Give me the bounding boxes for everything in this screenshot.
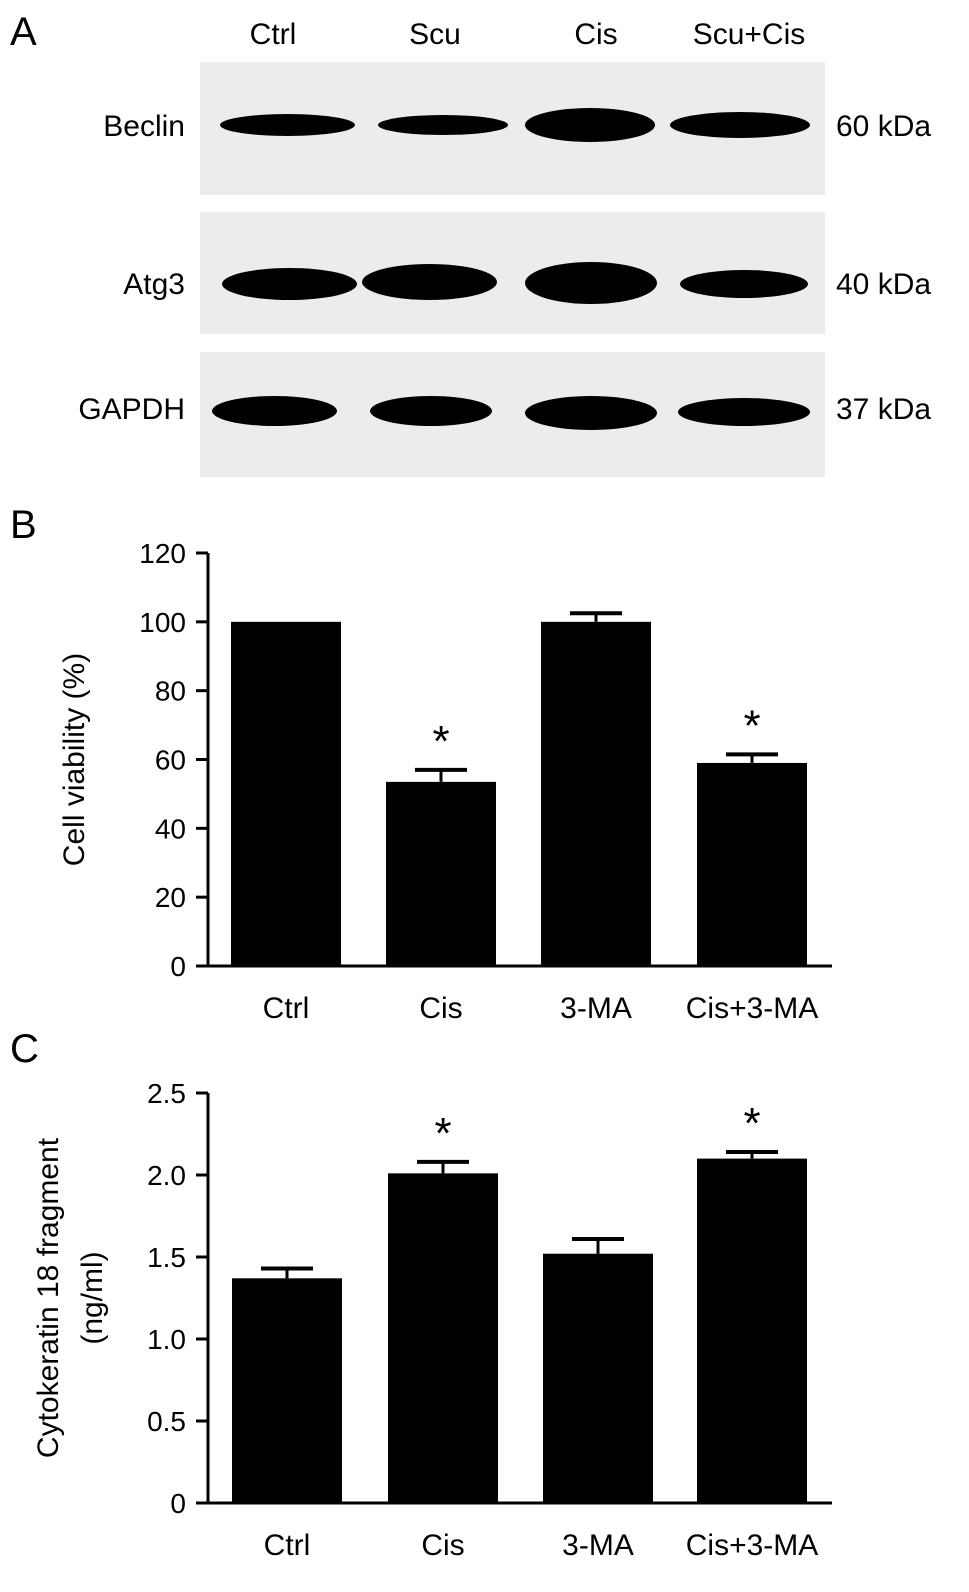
y-tick-label: 100 <box>139 607 186 638</box>
blot-band <box>670 112 810 138</box>
bar <box>231 621 341 966</box>
size-label: 40 kDa <box>836 268 932 301</box>
bar <box>541 621 651 966</box>
y-tick-label: 0 <box>170 1488 186 1519</box>
blot-band <box>678 398 810 426</box>
protein-label: Beclin <box>103 110 185 143</box>
protein-label: Atg3 <box>123 268 185 301</box>
blot-band <box>212 396 337 426</box>
category-label: Cis+3-MA <box>686 1529 819 1562</box>
blot-strip <box>200 352 825 477</box>
category-label: 3-MA <box>560 992 632 1025</box>
category-label: 3-MA <box>562 1529 634 1562</box>
panel-letter-a: A <box>10 10 37 54</box>
panel-letter-c: C <box>10 1027 39 1071</box>
y-tick-label: 2.0 <box>147 1160 186 1191</box>
blot-band <box>362 264 497 300</box>
size-label: 37 kDa <box>836 393 932 426</box>
y-tick-label: 120 <box>139 538 186 569</box>
blot-strip <box>200 212 825 334</box>
blot-band <box>680 270 808 298</box>
y-tick-label: 0.5 <box>147 1406 186 1437</box>
category-label: Ctrl <box>264 1529 311 1562</box>
lane-label: Ctrl <box>249 18 297 51</box>
lane-label: Scu <box>409 18 461 51</box>
bar <box>386 781 496 966</box>
y-tick-label: 1.0 <box>147 1324 186 1355</box>
blot-band <box>222 268 357 300</box>
category-label: Ctrl <box>263 992 310 1025</box>
y-tick-label: 40 <box>155 813 186 844</box>
protein-label: GAPDH <box>78 393 185 426</box>
blot-band <box>525 108 655 142</box>
blot-strip <box>200 62 825 195</box>
y-axis-label: Cell viability (%) <box>58 653 91 866</box>
y-tick-label: 20 <box>155 882 186 913</box>
size-label: 60 kDa <box>836 110 932 143</box>
cell-viability-chart: 0 20 40 60 80 100 120 Ctrl * Cis 3-MA * Cis+3-MA Cell… <box>58 538 832 1025</box>
category-label: Cis+3-MA <box>686 992 819 1025</box>
significance-marker: * <box>432 717 449 766</box>
category-label: Cis <box>421 1529 464 1562</box>
blot-band <box>370 396 492 426</box>
y-tick-label: 80 <box>155 676 186 707</box>
bar <box>697 1158 807 1503</box>
y-axis-label-unit: (ng/ml) <box>76 1251 109 1344</box>
cytokeratin-chart: 0 0.5 1.0 1.5 2.0 2.5 Ctrl * Cis 3-MA * Cis+3-MA Cyt… <box>32 1078 832 1562</box>
blot-band <box>525 396 657 430</box>
significance-marker: * <box>743 1099 760 1148</box>
bar <box>388 1173 498 1503</box>
bar <box>232 1278 342 1503</box>
blot-band <box>378 115 508 135</box>
significance-marker: * <box>434 1109 451 1158</box>
blot-band <box>525 262 657 304</box>
significance-marker: * <box>743 701 760 750</box>
category-label: Cis <box>419 992 462 1025</box>
y-tick-label: 60 <box>155 745 186 776</box>
blot-band <box>220 114 355 136</box>
panel-letter-b: B <box>10 503 37 547</box>
y-tick-label: 0 <box>170 951 186 982</box>
bar <box>697 762 807 966</box>
lane-label: Cis <box>574 18 618 51</box>
lane-label: Scu+Cis <box>692 18 806 51</box>
y-tick-label: 1.5 <box>147 1242 186 1273</box>
bar <box>543 1253 653 1503</box>
y-axis-label: Cytokeratin 18 fragment <box>32 1137 65 1458</box>
y-tick-label: 2.5 <box>147 1078 186 1109</box>
